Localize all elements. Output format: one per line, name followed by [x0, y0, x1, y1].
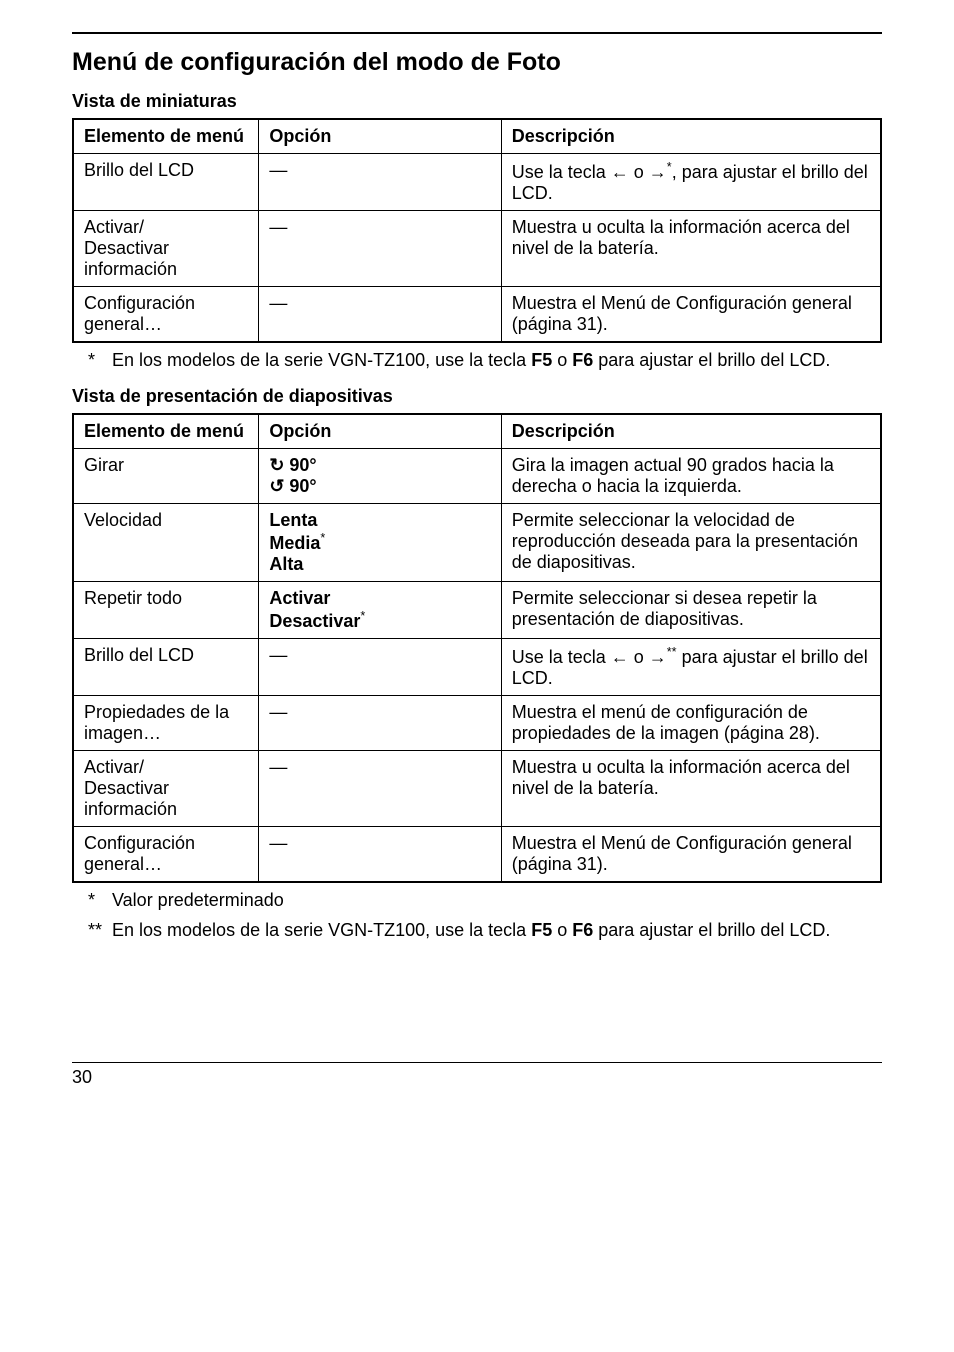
cell-text: Use la tecla	[512, 162, 611, 182]
option-label: Desactivar	[269, 611, 360, 631]
table-row: Repetir todo Activar Desactivar* Permite…	[73, 582, 881, 639]
table-cell: —	[259, 154, 501, 211]
footnote-marker: **	[88, 919, 112, 942]
table-cell: Use la tecla ← o →*, para ajustar el bri…	[501, 154, 881, 211]
footnote-key: F6	[572, 920, 593, 940]
footnote: **En los modelos de la serie VGN-TZ100, …	[72, 919, 882, 942]
left-arrow-icon: ←	[611, 162, 629, 182]
table-cell: Girar	[73, 449, 259, 504]
table-cell: Activar/ Desactivar información	[73, 211, 259, 287]
table-cell: Activar/ Desactivar información	[73, 751, 259, 827]
table-header: Opción	[259, 414, 501, 449]
footnote-key: F6	[572, 350, 593, 370]
table-cell: —	[259, 287, 501, 343]
table-cell: ↻ 90° ↺ 90°	[259, 449, 501, 504]
table-header: Elemento de menú	[73, 119, 259, 154]
table-row: Configuración general… — Muestra el Menú…	[73, 287, 881, 343]
rotate-ccw-icon: ↺ 90°	[269, 476, 316, 496]
section-title: Menú de configuración del modo de Foto	[72, 48, 882, 77]
table2-heading: Vista de presentación de diapositivas	[72, 386, 882, 407]
table-cell: Activar Desactivar*	[259, 582, 501, 639]
footnote-text: o	[552, 920, 572, 940]
table-header-row: Elemento de menú Opción Descripción	[73, 414, 881, 449]
table-cell: Configuración general…	[73, 287, 259, 343]
footnote-marker: **	[667, 645, 677, 659]
bottom-horizontal-rule: 30	[72, 1062, 882, 1088]
footnote-text: para ajustar el brillo del LCD.	[593, 920, 830, 940]
table-cell: —	[259, 211, 501, 287]
table-header-row: Elemento de menú Opción Descripción	[73, 119, 881, 154]
table-cell: Repetir todo	[73, 582, 259, 639]
cell-text: o	[629, 162, 649, 182]
table-cell: —	[259, 696, 501, 751]
table-row: Activar/ Desactivar información — Muestr…	[73, 751, 881, 827]
table-cell: Muestra u oculta la información acerca d…	[501, 751, 881, 827]
table-cell: —	[259, 827, 501, 883]
right-arrow-icon: →	[649, 647, 667, 667]
table-header: Elemento de menú	[73, 414, 259, 449]
table-cell: Use la tecla ← o →** para ajustar el bri…	[501, 639, 881, 696]
table-cell: Configuración general…	[73, 827, 259, 883]
footnote-text: En los modelos de la serie VGN-TZ100, us…	[112, 920, 531, 940]
table-row: Propiedades de la imagen… — Muestra el m…	[73, 696, 881, 751]
footnote-text: o	[552, 350, 572, 370]
cell-text: Use la tecla	[512, 647, 611, 667]
cell-text: o	[629, 647, 649, 667]
option-label: Alta	[269, 554, 303, 574]
table-header: Descripción	[501, 414, 881, 449]
footnote-marker: *	[88, 889, 112, 912]
table-cell: Muestra el Menú de Configuración general…	[501, 287, 881, 343]
page-number: 30	[72, 1067, 92, 1087]
footnote-text: para ajustar el brillo del LCD.	[593, 350, 830, 370]
table-cell: Permite seleccionar si desea repetir la …	[501, 582, 881, 639]
table-cell: Brillo del LCD	[73, 154, 259, 211]
table-cell: Muestra el menú de configuración de prop…	[501, 696, 881, 751]
footnote-marker: *	[360, 609, 365, 623]
footnote-key: F5	[531, 920, 552, 940]
footnote-key: F5	[531, 350, 552, 370]
table-row: Brillo del LCD — Use la tecla ← o →*, pa…	[73, 154, 881, 211]
footnote-marker: *	[88, 349, 112, 372]
table-row: Brillo del LCD — Use la tecla ← o →** pa…	[73, 639, 881, 696]
table-row: Girar ↻ 90° ↺ 90° Gira la imagen actual …	[73, 449, 881, 504]
footnote-text: Valor predeterminado	[112, 890, 284, 910]
top-horizontal-rule	[72, 32, 882, 34]
table-row: Activar/ Desactivar información — Muestr…	[73, 211, 881, 287]
option-label: Media	[269, 533, 320, 553]
table-cell: Permite seleccionar la velocidad de repr…	[501, 504, 881, 582]
footnote: *En los modelos de la serie VGN-TZ100, u…	[72, 349, 882, 372]
table-cell: Lenta Media* Alta	[259, 504, 501, 582]
table-row: Velocidad Lenta Media* Alta Permite sele…	[73, 504, 881, 582]
footnote-marker: *	[320, 531, 325, 545]
left-arrow-icon: ←	[611, 647, 629, 667]
table-header: Descripción	[501, 119, 881, 154]
thumbnails-table: Elemento de menú Opción Descripción Bril…	[72, 118, 882, 343]
table-header: Opción	[259, 119, 501, 154]
option-label: Lenta	[269, 510, 317, 530]
footnote-text: En los modelos de la serie VGN-TZ100, us…	[112, 350, 531, 370]
table-cell: Muestra u oculta la información acerca d…	[501, 211, 881, 287]
table1-heading: Vista de miniaturas	[72, 91, 882, 112]
slideshow-table: Elemento de menú Opción Descripción Gira…	[72, 413, 882, 883]
table-cell: Brillo del LCD	[73, 639, 259, 696]
table-cell: —	[259, 639, 501, 696]
table-cell: Muestra el Menú de Configuración general…	[501, 827, 881, 883]
table-cell: Propiedades de la imagen…	[73, 696, 259, 751]
option-label: Activar	[269, 588, 330, 608]
table-row: Configuración general… — Muestra el Menú…	[73, 827, 881, 883]
table-cell: Gira la imagen actual 90 grados hacia la…	[501, 449, 881, 504]
table-cell: —	[259, 751, 501, 827]
table-cell: Velocidad	[73, 504, 259, 582]
footnote: *Valor predeterminado	[72, 889, 882, 912]
rotate-cw-icon: ↻ 90°	[269, 455, 316, 475]
right-arrow-icon: →	[649, 162, 667, 182]
